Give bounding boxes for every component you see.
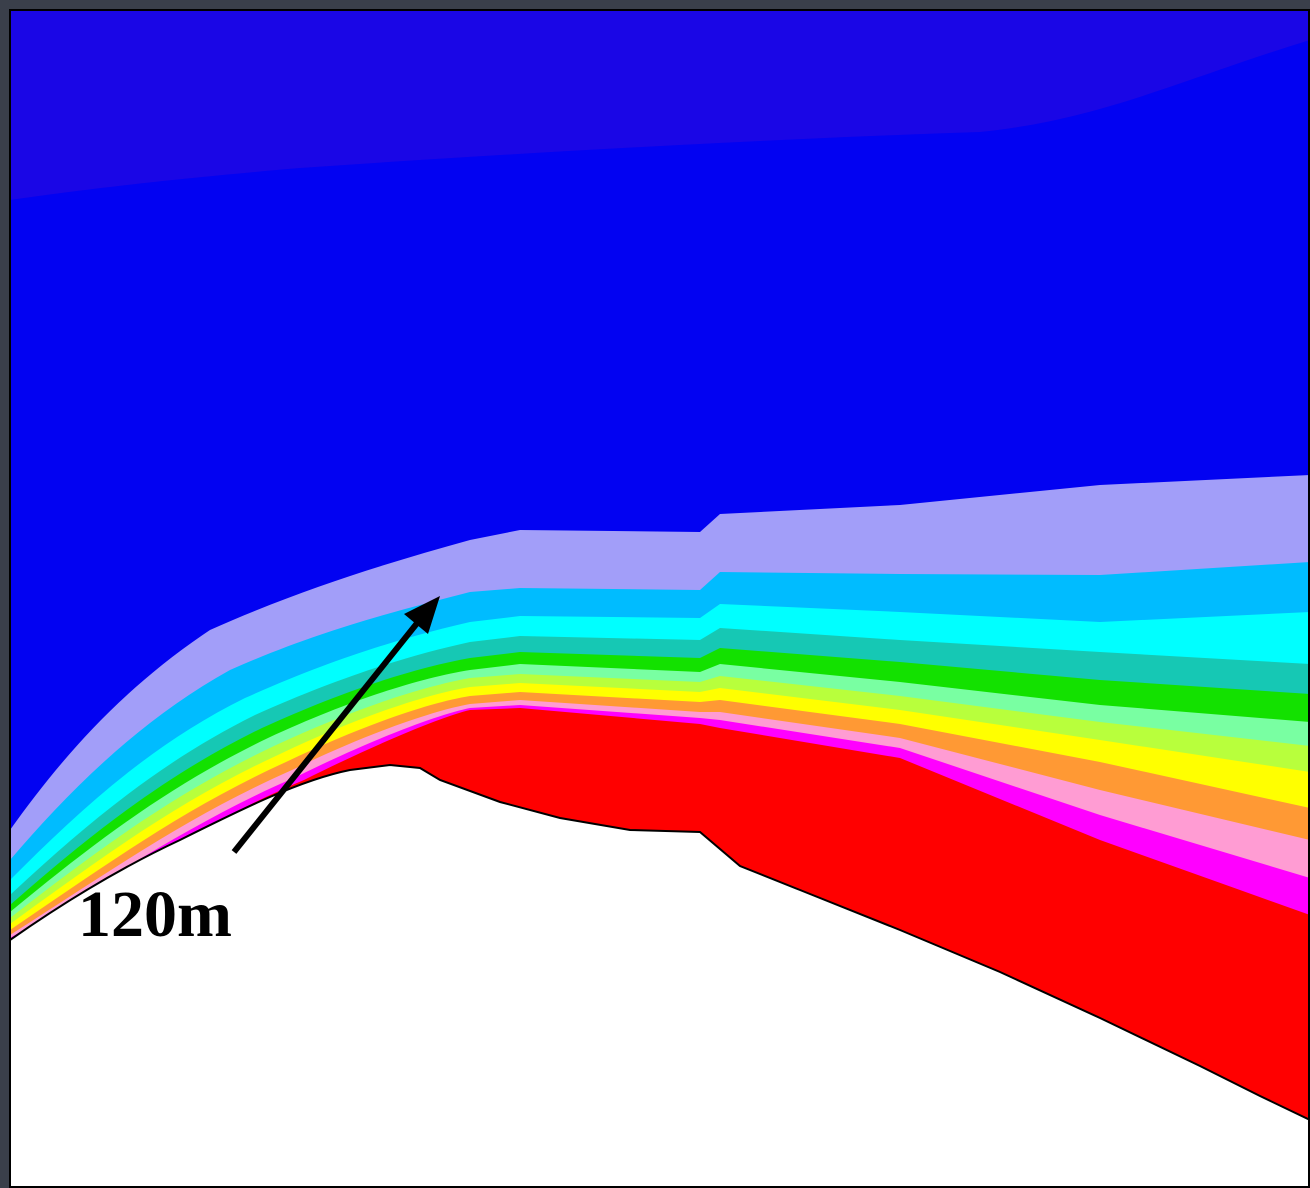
plot-frame — [9, 9, 1310, 1188]
arrow-head — [404, 596, 440, 634]
annotation-label: 120m — [78, 878, 232, 951]
plot-area — [9, 10, 1310, 1188]
annotation-arrow — [231, 596, 440, 854]
sky-top-band — [10, 10, 1310, 200]
terrain-outline — [9, 763, 1310, 1121]
terrain-ground — [10, 765, 1310, 1188]
arrow-shaft — [231, 620, 421, 854]
left-dark-strip — [0, 0, 10, 1188]
top-dark-strip — [0, 0, 1310, 10]
